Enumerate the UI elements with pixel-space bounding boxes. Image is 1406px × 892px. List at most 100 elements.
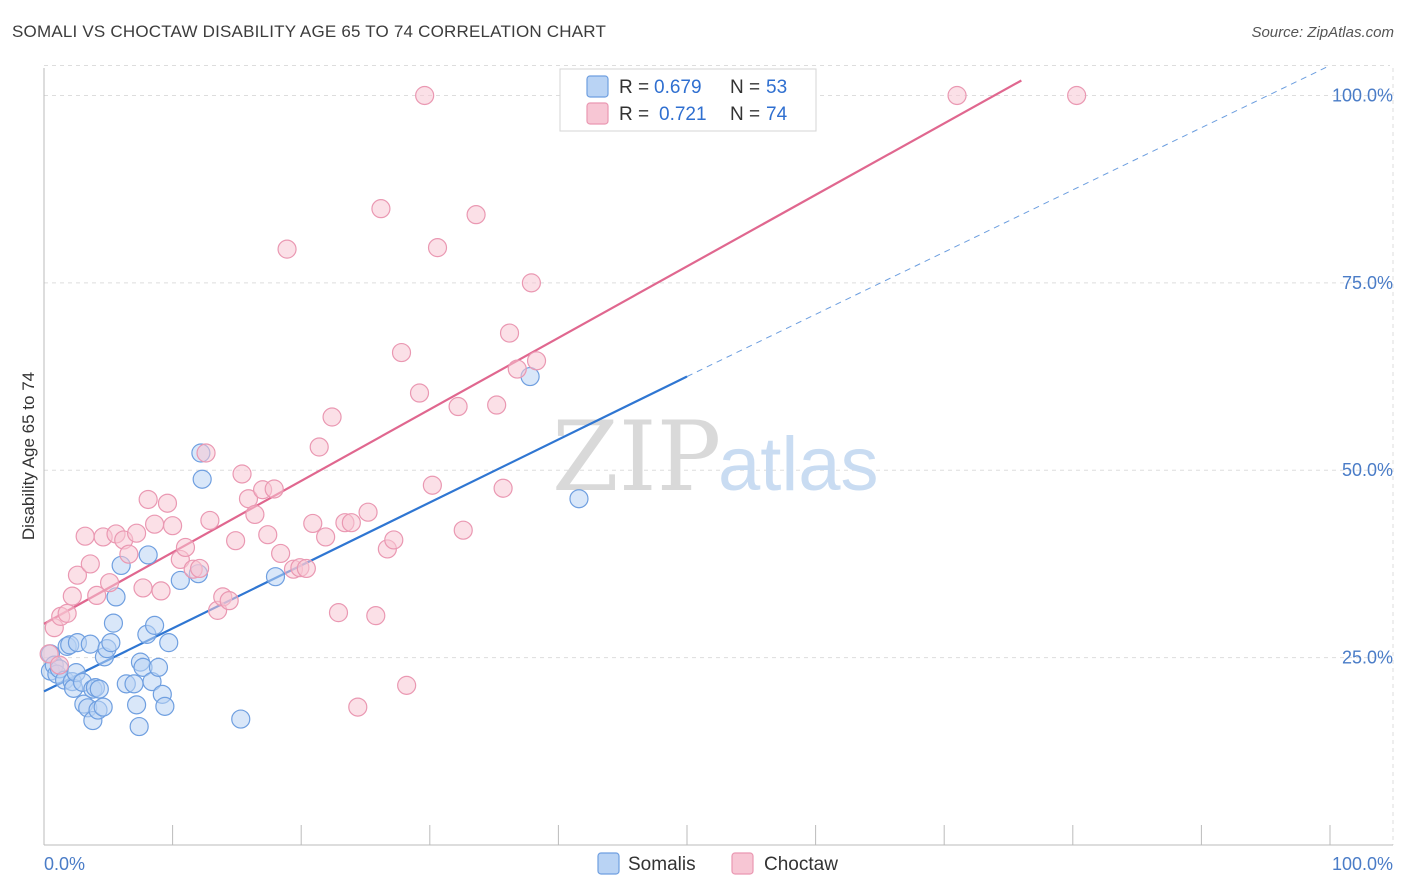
point-choctaw (487, 395, 507, 415)
y-tick-label: 25.0% (1342, 648, 1393, 668)
point-choctaw (341, 513, 361, 533)
bottom-legend-swatch-somalis (597, 852, 620, 875)
point-choctaw (196, 443, 216, 463)
legend-n-label-choctaw: N = (730, 104, 760, 125)
point-choctaw (271, 543, 291, 564)
point-somalis (89, 679, 109, 699)
point-somalis (170, 570, 190, 591)
watermark-atlas: atlas (718, 422, 879, 507)
trend-line-somalis-extension (686, 65, 1331, 377)
point-choctaw (190, 558, 210, 579)
point-choctaw (258, 525, 278, 545)
point-choctaw (453, 520, 473, 540)
point-somalis (124, 674, 144, 694)
legend-r-label-somalis: R = (619, 77, 649, 98)
point-somalis (569, 489, 589, 509)
point-choctaw (391, 342, 412, 363)
grid-lines (44, 64, 1394, 845)
point-choctaw (493, 478, 513, 498)
point-choctaw (371, 199, 391, 219)
point-choctaw (87, 585, 107, 606)
point-choctaw (67, 565, 88, 585)
point-choctaw (296, 558, 316, 579)
point-somalis (148, 657, 169, 677)
point-choctaw (466, 205, 486, 225)
point-choctaw (322, 407, 342, 427)
point-choctaw (409, 383, 430, 403)
point-choctaw (157, 493, 178, 513)
legend-box: R = 0.679 N = 53 R = 0.721 N = 74 (559, 68, 817, 132)
chart-title: SOMALI VS CHOCTAW DISABILITY AGE 65 TO 7… (12, 22, 607, 41)
point-somalis (138, 545, 158, 565)
point-somalis (159, 633, 179, 653)
point-choctaw (358, 502, 378, 522)
legend-swatch-choctaw (586, 102, 609, 125)
point-choctaw (526, 351, 547, 371)
point-choctaw (1067, 85, 1087, 106)
point-choctaw (366, 606, 386, 626)
axes: 25.0% 50.0% 75.0% 100.0% 0.0% 100.0% (43, 68, 1393, 874)
point-somalis (192, 469, 212, 489)
legend-r-value-somalis: 0.679 (654, 77, 702, 98)
point-choctaw (163, 516, 183, 536)
point-somalis (101, 633, 121, 653)
point-choctaw (947, 85, 967, 106)
point-choctaw (49, 655, 70, 675)
point-choctaw (62, 586, 82, 606)
point-choctaw (384, 530, 404, 550)
point-choctaw (507, 359, 527, 379)
legend-n-value-somalis: 53 (766, 77, 787, 98)
bottom-legend-label-choctaw: Choctaw (764, 854, 838, 875)
point-choctaw (126, 523, 147, 543)
point-choctaw (75, 526, 95, 546)
legend-r-value-choctaw: 0.721 (659, 104, 707, 125)
point-choctaw (303, 513, 323, 534)
legend-r-label-choctaw: R = (619, 104, 649, 125)
point-choctaw (521, 273, 541, 293)
y-axis-label: Disability Age 65 to 74 (19, 372, 38, 540)
legend-n-value-choctaw: 74 (766, 104, 788, 125)
point-choctaw (348, 697, 368, 717)
source-credit: Source: ZipAtlas.com (1251, 24, 1394, 41)
point-choctaw (415, 85, 435, 106)
point-somalis (93, 697, 113, 717)
point-choctaw (144, 514, 165, 534)
point-somalis (80, 634, 100, 654)
point-somalis (231, 709, 251, 729)
y-tick-label: 100.0% (1332, 85, 1393, 105)
point-somalis (155, 696, 175, 716)
point-choctaw (57, 603, 77, 623)
bottom-legend-label-somalis: Somalis (628, 854, 696, 875)
point-somalis (129, 716, 149, 737)
point-choctaw (499, 323, 520, 343)
point-somalis (103, 613, 124, 633)
point-choctaw (200, 510, 220, 531)
point-choctaw (309, 437, 329, 457)
point-choctaw (151, 581, 171, 601)
point-choctaw (277, 239, 297, 259)
point-choctaw (138, 489, 158, 510)
legend-n-label-somalis: N = (730, 77, 760, 98)
point-choctaw (245, 504, 265, 525)
point-choctaw (119, 544, 139, 564)
data-points (39, 85, 1087, 737)
point-choctaw (422, 475, 442, 495)
y-tick-label: 50.0% (1342, 460, 1393, 480)
point-somalis (144, 615, 165, 635)
point-choctaw (232, 464, 252, 484)
x-tick-label-max: 100.0% (1332, 854, 1393, 874)
point-choctaw (133, 578, 153, 598)
point-somalis (265, 567, 286, 587)
legend-swatch-somalis (586, 75, 609, 98)
point-choctaw (448, 396, 468, 417)
point-choctaw (264, 479, 284, 499)
point-choctaw (226, 531, 246, 551)
point-choctaw (80, 554, 100, 574)
x-tick-label-min: 0.0% (44, 854, 85, 874)
y-tick-label: 75.0% (1342, 273, 1393, 293)
point-choctaw (99, 573, 120, 593)
point-choctaw (397, 675, 417, 695)
point-choctaw (219, 591, 239, 611)
point-choctaw (427, 238, 448, 258)
